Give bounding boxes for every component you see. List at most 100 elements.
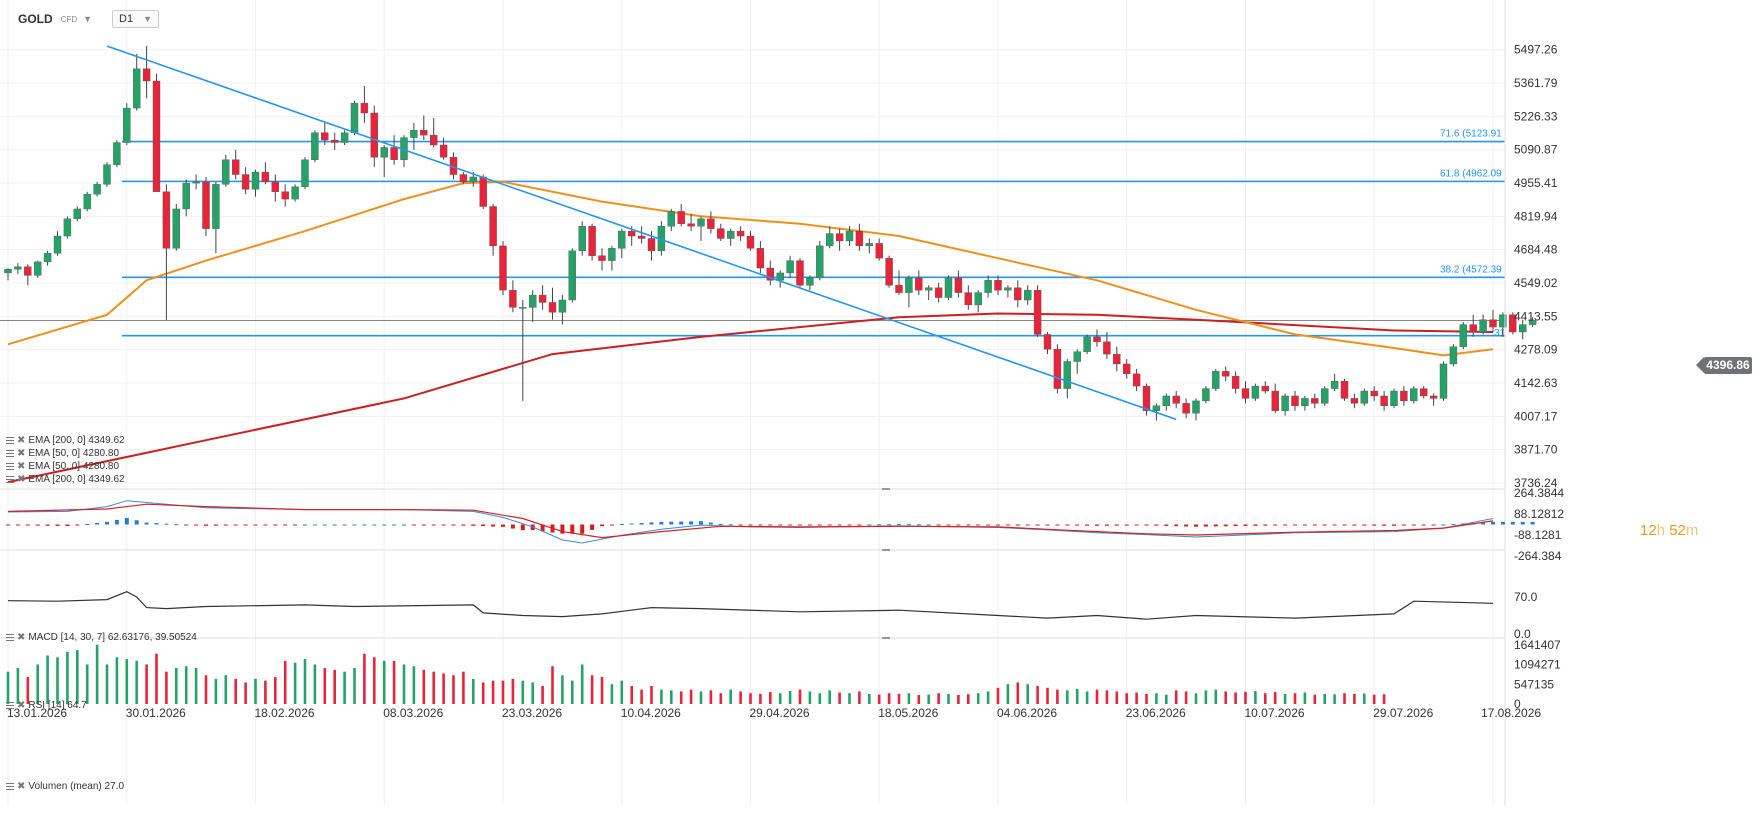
legend-ema200-b[interactable]: ✖ EMA [200, 0] 4349.62 [6, 474, 125, 485]
volume-bar [1293, 693, 1297, 704]
volume-bar [1036, 686, 1039, 704]
macd-histogram-bar [986, 524, 991, 526]
legend-ema200-b-label: EMA [200, 0] 4349.62 [28, 474, 125, 485]
candle-body [835, 233, 844, 242]
volume-bar [897, 693, 901, 704]
settings-icon[interactable] [6, 463, 14, 470]
macd-histogram-bar [134, 520, 139, 525]
volume-bar [769, 692, 772, 704]
macd-histogram-bar [75, 524, 80, 526]
volume-bar [1323, 693, 1326, 704]
trendline-drawing[interactable] [106, 45, 1177, 421]
macd-histogram-bar [629, 523, 634, 525]
volume-bar [788, 691, 792, 704]
candle-body [1340, 380, 1349, 399]
macd-histogram-bar [342, 524, 347, 526]
macd-histogram-bar [1095, 524, 1099, 526]
volume-bar [620, 680, 624, 704]
candle-body [1093, 336, 1101, 343]
candle-body [1083, 336, 1091, 352]
volume-bar [442, 673, 445, 704]
volume-bar [1125, 693, 1128, 704]
candle-body [142, 68, 151, 82]
settings-icon[interactable] [6, 702, 14, 709]
panel-dividers[interactable] [0, 0, 1506, 805]
candle-body [1370, 390, 1378, 397]
legend-ema50-a[interactable]: ✖ EMA [50, 0] 4280.80 [6, 448, 119, 459]
volume-bar [1353, 693, 1356, 704]
fib-level-label: 71.6 (5123.91 [1440, 129, 1502, 140]
volume-bar [1264, 693, 1267, 704]
legend-rsi[interactable]: ✖ RSI [14] 64.7 [6, 700, 87, 711]
candle-body [1528, 320, 1537, 325]
candle-body [707, 218, 715, 229]
last-price-tag: 4396.86 [1696, 357, 1752, 374]
close-icon[interactable]: ✖ [17, 448, 26, 459]
volume-bar [660, 689, 663, 704]
candle-body [192, 181, 200, 184]
candle-body [1360, 390, 1369, 404]
settings-icon[interactable] [6, 437, 14, 444]
volume-bar [373, 657, 376, 704]
volume-bar [650, 686, 653, 704]
macd-histogram-bar [372, 524, 377, 526]
volume-bar [422, 669, 426, 704]
macd-histogram-bar [1124, 524, 1129, 526]
close-icon[interactable]: ✖ [17, 781, 26, 792]
legend-ema50-b-label: EMA [50, 0] 4280.80 [28, 461, 120, 472]
volume-bar [392, 660, 396, 704]
candle-body [588, 225, 596, 256]
legend-macd[interactable]: ✖ MACD [14, 30, 7] 62.63176, 39.50524 [6, 632, 197, 643]
candle-body [370, 112, 378, 158]
close-icon[interactable]: ✖ [17, 461, 26, 472]
volume-bar [967, 694, 970, 704]
candle-body [202, 181, 210, 229]
candle-body [321, 132, 329, 141]
settings-icon[interactable] [6, 634, 14, 641]
settings-icon[interactable] [6, 476, 14, 483]
candle-body [885, 257, 893, 286]
volume-bar [521, 680, 525, 704]
close-icon[interactable]: ✖ [17, 632, 26, 643]
volume-bars [6, 644, 1386, 704]
symbol-name[interactable]: GOLD [18, 12, 53, 26]
close-icon[interactable]: ✖ [17, 700, 26, 711]
legend-ema50-b[interactable]: ✖ EMA [50, 0] 4280.80 [6, 461, 119, 472]
macd-histogram-bar [699, 521, 703, 525]
macd-histogram-bar [1104, 524, 1109, 526]
candle-body [954, 277, 963, 293]
time-axis: 13.01.2026 30.01.2026 18.02.2026 08.03.2026… [7, 706, 1541, 720]
candle-body [1014, 287, 1022, 301]
timeframe-selector[interactable]: D1 ▼ [112, 10, 160, 28]
legend-ema200-a[interactable]: ✖ EMA [200, 0] 4349.62 [6, 435, 125, 446]
volume-bar [610, 684, 614, 704]
countdown-minutes-unit: m [1685, 522, 1699, 539]
macd-histogram-bar [1184, 524, 1189, 527]
macd-histogram-bar [154, 523, 159, 525]
volume-bar [1016, 682, 1020, 704]
volume-bar [363, 653, 366, 704]
settings-icon[interactable] [6, 783, 14, 790]
volume-bar [1184, 691, 1188, 704]
close-icon[interactable]: ✖ [17, 435, 26, 446]
close-icon[interactable]: ✖ [17, 474, 26, 485]
candle-body [1400, 390, 1408, 402]
candle-body [350, 102, 359, 133]
settings-icon[interactable] [6, 450, 14, 457]
candle-body [1499, 314, 1507, 328]
macd-histogram-bar [897, 524, 901, 526]
macd-histogram-bar [6, 524, 10, 526]
volume-bar [303, 659, 307, 704]
fibonacci-levels[interactable]: 71.6 (5123.91 61.8 (4962.09 38.2 (4572.39 3… [121, 129, 1506, 340]
symbol-dropdown-icon[interactable]: ▼ [83, 14, 93, 24]
legend-volume[interactable]: ✖ Volumen (mean) 27.0 [6, 781, 124, 792]
macd-histogram-bar [352, 524, 357, 526]
rsi-line [7, 591, 1494, 620]
panel-resize-handle [882, 549, 890, 551]
macd-histogram-bar [431, 524, 436, 526]
macd-histogram-bar [1283, 524, 1288, 526]
candle-body [1410, 388, 1418, 402]
volume-bar [719, 693, 723, 704]
candle-body [994, 280, 1002, 291]
